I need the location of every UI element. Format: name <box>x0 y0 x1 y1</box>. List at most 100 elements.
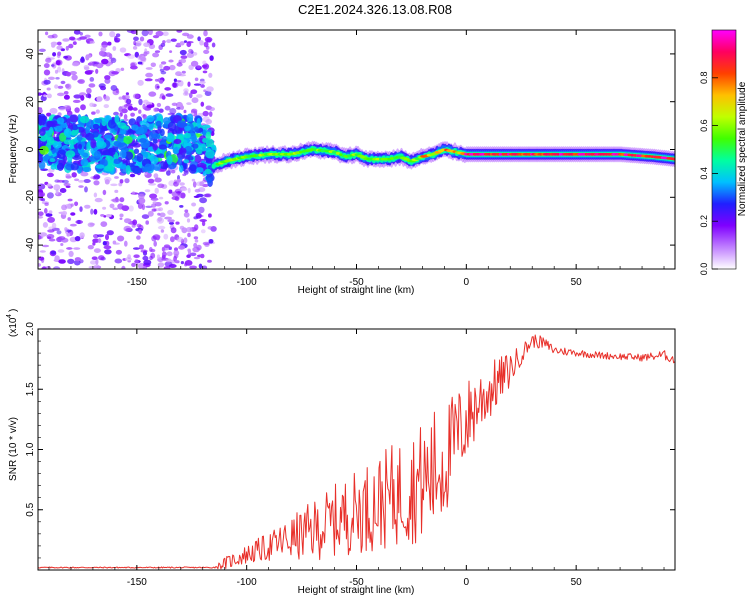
noise-blob <box>53 184 61 191</box>
snr-background <box>38 329 675 570</box>
band-blob <box>49 158 56 163</box>
noise-blob <box>74 259 81 266</box>
noise-blob <box>123 114 128 120</box>
noise-blob <box>167 219 175 223</box>
snr-line <box>38 334 675 570</box>
noise-blob <box>43 63 50 69</box>
noise-blob <box>125 92 129 96</box>
noise-blob <box>152 52 160 58</box>
band-blob <box>69 114 79 123</box>
noise-blob <box>55 77 60 80</box>
band-blob <box>150 155 159 165</box>
noise-blob <box>127 54 135 59</box>
band-blob <box>85 125 90 135</box>
band-blob <box>149 131 154 142</box>
band-blob <box>133 148 140 154</box>
noise-blob <box>106 230 114 236</box>
noise-blob <box>201 265 208 269</box>
band-blob <box>96 141 107 149</box>
band-blob <box>195 146 203 155</box>
ridge-core <box>633 154 637 157</box>
noise-blob <box>208 239 214 244</box>
noise-blob <box>58 107 66 111</box>
noise-blob <box>158 79 164 84</box>
noise-blob <box>143 259 152 266</box>
noise-blob <box>38 107 43 114</box>
noise-blob <box>144 189 151 193</box>
noise-blob <box>60 80 66 85</box>
noise-blob <box>180 192 186 199</box>
noise-blob <box>43 79 51 85</box>
noise-blob <box>65 175 72 179</box>
noise-blob <box>157 262 165 268</box>
noise-blob <box>43 94 47 98</box>
noise-blob <box>157 212 161 216</box>
noise-blob <box>142 103 146 110</box>
noise-blob <box>168 221 175 225</box>
noise-blob <box>57 51 62 57</box>
noise-blob <box>44 208 48 214</box>
noise-blob <box>89 40 95 44</box>
noise-blob <box>38 211 44 216</box>
noise-blob <box>132 191 135 195</box>
noise-blob <box>180 55 188 59</box>
noise-blob <box>154 187 159 194</box>
noise-blob <box>186 226 193 233</box>
noise-blob <box>151 208 157 212</box>
noise-blob <box>69 36 76 41</box>
noise-blob <box>42 222 49 228</box>
noise-blob <box>164 216 173 220</box>
noise-blob <box>96 96 103 102</box>
noise-blob <box>98 31 103 37</box>
noise-blob <box>102 241 107 246</box>
noise-blob <box>121 108 128 114</box>
noise-blob <box>84 204 91 209</box>
band-blob <box>121 125 130 130</box>
noise-blob <box>170 38 177 42</box>
band-blob <box>60 123 68 128</box>
noise-blob <box>184 209 189 213</box>
noise-blob <box>38 256 45 261</box>
band-blob <box>114 114 120 124</box>
noise-blob <box>150 62 156 68</box>
band-blob <box>179 164 184 173</box>
noise-blob <box>109 203 115 209</box>
noise-blob <box>73 30 81 35</box>
noise-blob <box>79 232 85 239</box>
noise-blob <box>78 185 84 188</box>
noise-blob <box>89 102 95 108</box>
snr-x-tick-label: 50 <box>571 577 583 588</box>
noise-blob <box>141 30 149 37</box>
noise-blob <box>112 207 119 211</box>
band-blob <box>104 165 114 172</box>
noise-blob <box>105 52 112 58</box>
noise-blob <box>57 249 65 253</box>
band-blob <box>116 137 125 142</box>
noise-blob <box>158 108 164 113</box>
noise-blob <box>64 227 68 232</box>
noise-blob <box>189 265 198 269</box>
noise-blob <box>119 213 124 218</box>
band-blob <box>119 149 127 159</box>
noise-blob <box>63 91 69 95</box>
noise-blob <box>193 83 202 86</box>
noise-blob <box>176 179 180 184</box>
noise-blob <box>38 183 46 190</box>
noise-blob <box>67 198 73 202</box>
noise-blob <box>54 69 59 74</box>
noise-blob <box>68 43 74 49</box>
noise-blob <box>100 221 108 228</box>
band-blob <box>63 128 72 137</box>
ridge-core <box>630 153 634 157</box>
noise-blob <box>105 234 109 241</box>
noise-blob <box>179 182 185 186</box>
snr-x-tick-label: -150 <box>127 577 147 588</box>
band-blob <box>113 140 122 147</box>
noise-blob <box>121 265 126 269</box>
noise-blob <box>198 263 203 269</box>
noise-blob <box>83 179 91 183</box>
snr-y-tick-label: 1.5 <box>25 382 36 396</box>
noise-blob <box>166 39 172 44</box>
snr-panel: -150 -100 -50 0 50 0.5 1.0 1.5 2.0 Height of str… <box>6 309 676 596</box>
noise-blob <box>110 57 117 63</box>
